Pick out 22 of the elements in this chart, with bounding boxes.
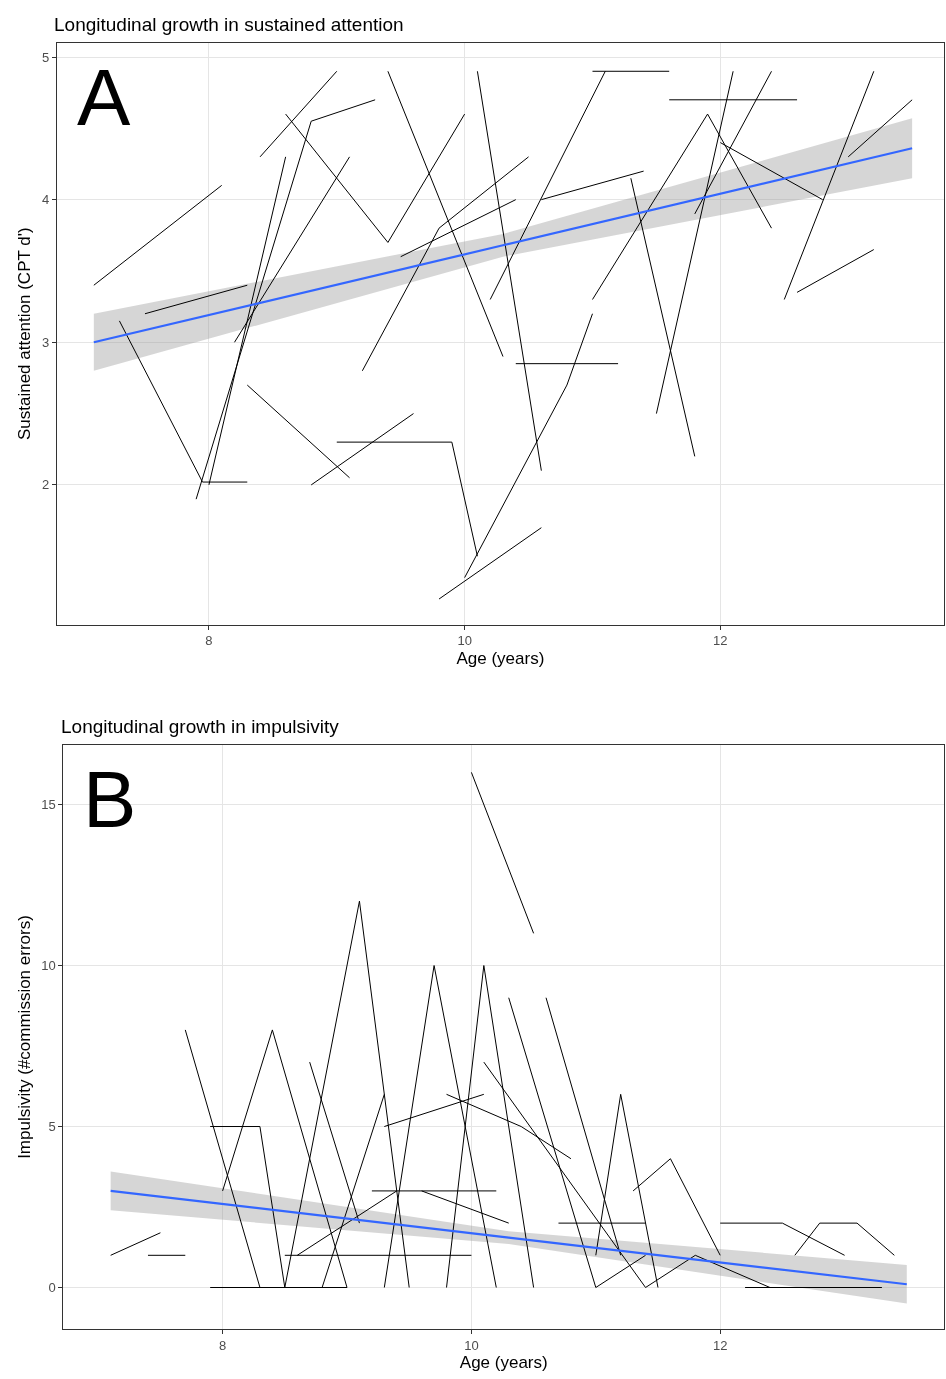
y-tick-label: 0 xyxy=(48,1280,56,1296)
y-tick-label: 2 xyxy=(41,477,50,493)
x-axis-title: Age (years) xyxy=(459,1353,548,1373)
y-tick-label: 4 xyxy=(41,192,50,208)
y-tick-label: 10 xyxy=(41,958,56,974)
y-tick-label: 5 xyxy=(41,49,50,65)
annotation: A xyxy=(77,53,131,142)
x-tick-label: 10 xyxy=(464,1337,479,1353)
x-tick-label: 12 xyxy=(712,1337,728,1353)
y-tick-label: 5 xyxy=(48,1119,56,1135)
x-tick-label: 10 xyxy=(457,633,472,649)
y-tick-label: 3 xyxy=(41,334,50,350)
y-tick-label: 15 xyxy=(41,797,56,813)
y-axis-title: Impulsivity (#commission errors) xyxy=(14,915,34,1159)
x-tick-label: 12 xyxy=(713,633,728,649)
chart-title: Longitudinal growth in sustained attention xyxy=(54,14,404,35)
x-tick-label: 8 xyxy=(205,633,213,649)
x-axis-title: Age (years) xyxy=(456,648,545,668)
chart-title: Longitudinal growth in impulsivity xyxy=(61,716,340,737)
x-tick-label: 8 xyxy=(218,1337,227,1353)
annotation: B xyxy=(83,755,137,844)
y-axis-title: Sustained attention (CPT d') xyxy=(15,227,35,441)
